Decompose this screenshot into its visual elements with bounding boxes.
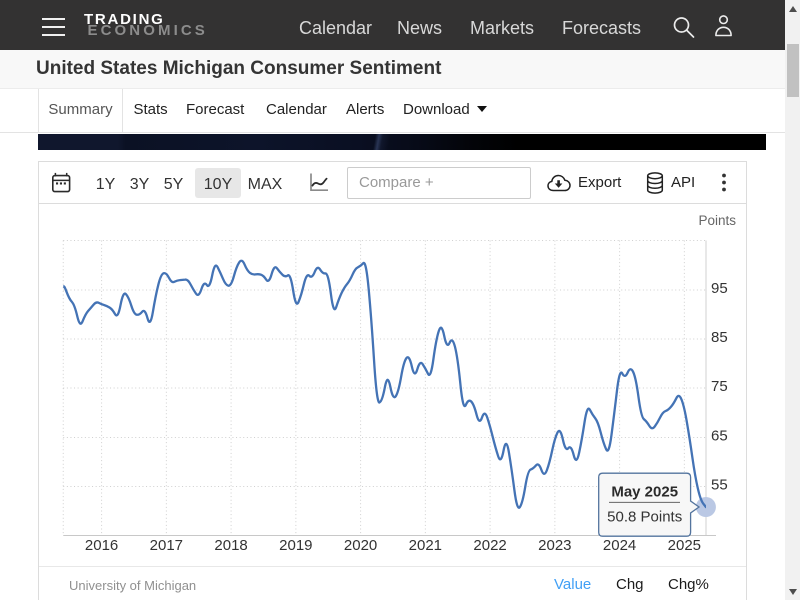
svg-text:2022: 2022 xyxy=(473,537,506,554)
svg-text:2023: 2023 xyxy=(538,537,571,554)
svg-text:2025: 2025 xyxy=(668,537,701,554)
svg-text:2019: 2019 xyxy=(279,537,312,554)
svg-text:2016: 2016 xyxy=(85,537,118,554)
svg-text:65: 65 xyxy=(711,428,728,445)
svg-text:50.8 Points: 50.8 Points xyxy=(607,509,682,526)
svg-text:2024: 2024 xyxy=(603,537,636,554)
svg-text:85: 85 xyxy=(711,329,728,346)
svg-text:75: 75 xyxy=(711,378,728,395)
svg-text:May 2025: May 2025 xyxy=(611,483,678,500)
svg-text:2017: 2017 xyxy=(150,537,183,554)
svg-text:Points: Points xyxy=(698,213,736,228)
svg-text:55: 55 xyxy=(711,477,728,494)
svg-text:2020: 2020 xyxy=(344,537,377,554)
svg-text:2018: 2018 xyxy=(214,537,247,554)
svg-text:2021: 2021 xyxy=(409,537,442,554)
svg-text:95: 95 xyxy=(711,280,728,297)
